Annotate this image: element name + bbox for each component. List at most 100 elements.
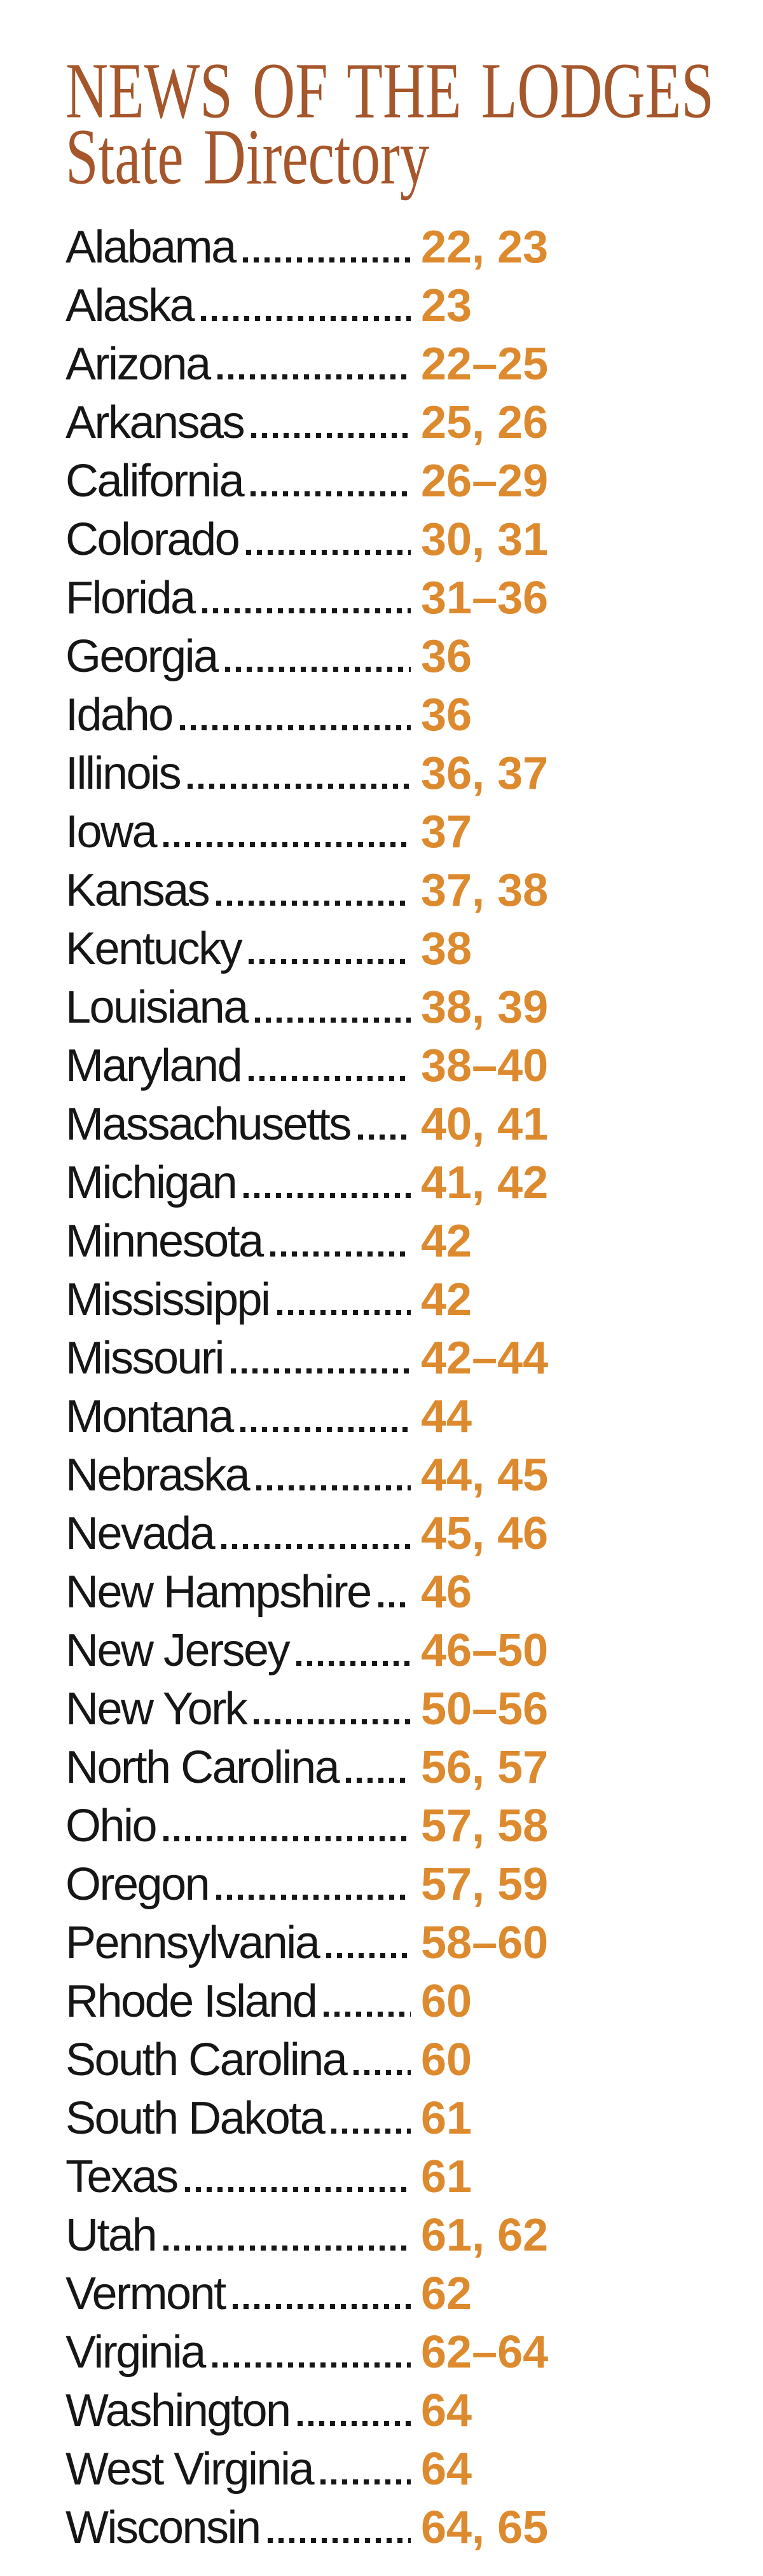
directory-row: Nevada 45, 46 (65, 1511, 701, 1576)
state-name: West Virginia (65, 2444, 315, 2495)
directory-row: Massachusetts 40, 41 (65, 1099, 701, 1166)
directory-row: Kansas 37, 38 (65, 865, 701, 932)
dot-leader (346, 1778, 411, 1783)
state-name: Utah (65, 2210, 158, 2261)
page-numbers: 30, 31 (421, 514, 549, 565)
dot-leader (254, 1719, 411, 1724)
dot-leader (231, 1368, 411, 1373)
page-header: NEWS OF THE LODGES State Directory (65, 47, 763, 197)
state-name: Minnesota (65, 1216, 264, 1267)
page-numbers: 60 (421, 1976, 472, 2027)
state-name: Mississippi (65, 1274, 271, 1325)
dot-leader (324, 2012, 411, 2017)
directory-row: Utah 61, 62 (65, 2210, 701, 2277)
directory-row: Ohio 57, 58 (65, 1801, 701, 1868)
page-numbers: 46 (421, 1567, 472, 1618)
dot-leader (378, 1602, 411, 1607)
directory-row: Oregon 57, 59 (65, 1859, 701, 1926)
state-name: New York (65, 1684, 248, 1734)
state-name: Massachusetts (65, 1099, 352, 1150)
directory-row: Mississippi 42 (65, 1274, 701, 1342)
dot-leader (251, 491, 411, 496)
directory-row: Missouri 42–44 (65, 1333, 701, 1400)
directory-row: Louisiana 38, 39 (65, 985, 701, 1049)
page-subtitle: State Directory (65, 113, 430, 201)
directory-row: Kentucky 38 (65, 923, 701, 991)
state-name: Virginia (65, 2327, 206, 2378)
dot-leader (242, 257, 411, 262)
page-title: NEWS OF THE LODGES (65, 47, 714, 135)
page-numbers: 62–64 (421, 2327, 549, 2378)
page-numbers: 64 (421, 2444, 472, 2495)
state-name: Arkansas (65, 397, 245, 448)
dot-leader (270, 1251, 411, 1257)
directory-row: Washington 64 (65, 2388, 701, 2453)
page-numbers: 58–60 (421, 1918, 549, 1968)
state-name: Montana (65, 1391, 234, 1442)
state-name: Oregon (65, 1859, 210, 1910)
dot-leader (240, 1427, 411, 1432)
dot-leader (221, 1544, 411, 1549)
page-numbers: 57, 58 (421, 1801, 549, 1851)
page-numbers: 61 (421, 2093, 472, 2144)
state-name: Rhode Island (65, 1976, 318, 2027)
state-name: New Hampshire (65, 1567, 372, 1618)
directory-row: Georgia 36 (65, 631, 701, 699)
directory-row: Wisconsin 64, 65 (65, 2502, 701, 2570)
directory-row: Texas 61 (65, 2151, 701, 2219)
state-name: Maryland (65, 1040, 243, 1091)
page-numbers: 62 (421, 2268, 472, 2319)
page-numbers: 61, 62 (421, 2210, 549, 2261)
page-numbers: 61 (421, 2151, 472, 2202)
dot-leader (163, 1836, 411, 1841)
page-numbers: 64, 65 (421, 2502, 549, 2553)
dot-leader (249, 1076, 411, 1081)
directory-row: New Jersey 46–50 (65, 1628, 701, 1693)
page-numbers: 36 (421, 690, 472, 740)
page-numbers: 42–44 (421, 1333, 549, 1384)
directory-row: Minnesota 42 (65, 1216, 701, 1283)
state-name: Nebraska (65, 1450, 251, 1501)
page-numbers: 25, 26 (421, 397, 549, 448)
directory-row: Idaho 36 (65, 690, 701, 757)
state-name: Idaho (65, 690, 174, 740)
directory-row: Alabama 22, 23 (65, 222, 701, 289)
directory-row: Virginia 62–64 (65, 2327, 701, 2394)
dot-leader (202, 608, 411, 613)
state-directory-list: Alabama 22, 23 Alaska 23 Arizona 22–25 Arkansa… (65, 222, 701, 2570)
page-numbers: 50–56 (421, 1684, 549, 1734)
dot-leader (163, 842, 411, 847)
dot-leader (188, 784, 411, 789)
directory-row: Illinois 36, 37 (65, 751, 701, 815)
directory-row: Florida 31–36 (65, 573, 701, 640)
state-name: Texas (65, 2151, 179, 2202)
dot-leader (201, 316, 411, 321)
dot-leader (246, 550, 411, 555)
state-name: Michigan (65, 1157, 238, 1208)
page-numbers: 26–29 (421, 456, 549, 507)
state-name: Missouri (65, 1333, 225, 1384)
state-name: Kentucky (65, 923, 243, 974)
page-numbers: 38 (421, 923, 472, 974)
page-numbers: 40, 41 (421, 1099, 549, 1150)
directory-row: South Carolina 60 (65, 2037, 701, 2102)
dot-leader (256, 1485, 411, 1490)
state-name: California (65, 456, 245, 507)
dot-leader (297, 2421, 411, 2426)
state-name: Alabama (65, 222, 237, 273)
dot-leader (216, 901, 411, 906)
dot-leader (277, 1310, 411, 1315)
directory-row: North Carolina 56, 57 (65, 1742, 701, 1809)
page-numbers: 42 (421, 1274, 472, 1325)
page-numbers: 56, 57 (421, 1742, 549, 1793)
state-name: Georgia (65, 631, 219, 682)
page-numbers: 31–36 (421, 573, 549, 624)
directory-row: Nebraska 44, 45 (65, 1450, 701, 1517)
page-numbers: 38–40 (421, 1040, 549, 1091)
page-numbers: 37, 38 (421, 865, 549, 916)
directory-row: West Virginia 64 (65, 2444, 701, 2511)
dot-leader (267, 2538, 411, 2543)
state-name: Iowa (65, 807, 158, 857)
directory-row: Arizona 22–25 (65, 341, 701, 406)
directory-row: Alaska 23 (65, 283, 701, 348)
